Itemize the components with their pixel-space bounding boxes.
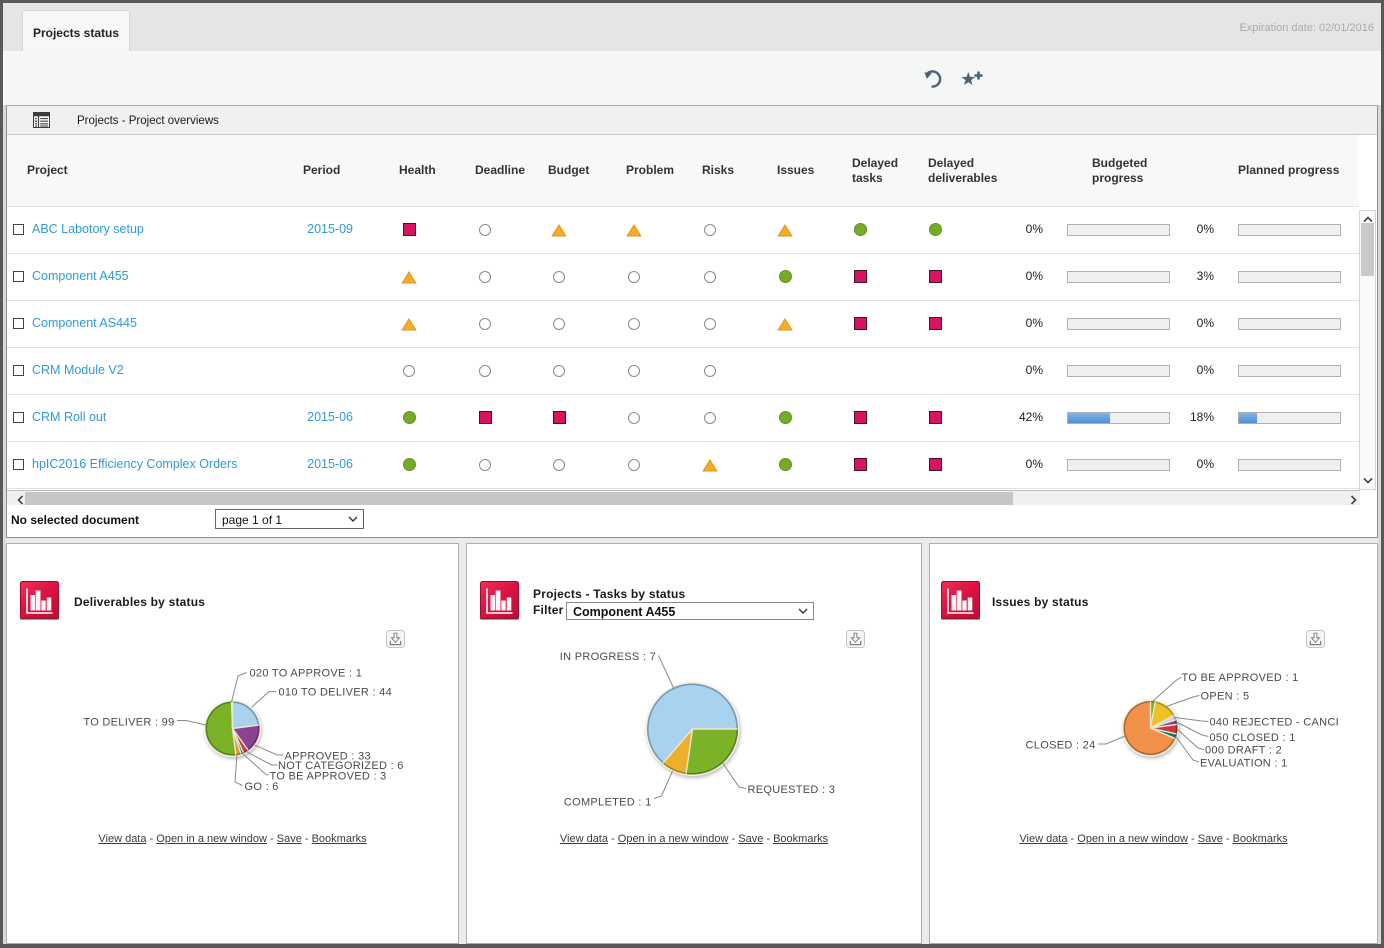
svg-text:020 TO APPROVE : 1: 020 TO APPROVE : 1 — [250, 668, 363, 680]
svg-text:OPEN : 5: OPEN : 5 — [1201, 691, 1250, 703]
svg-text:050 CLOSED : 1: 050 CLOSED : 1 — [1210, 732, 1296, 744]
svg-text:040 REJECTED - CANCI: 040 REJECTED - CANCI — [1210, 717, 1339, 729]
svg-text:TO BE APPROVED : 3: TO BE APPROVED : 3 — [270, 771, 387, 783]
svg-text:010 TO DELIVER : 44: 010 TO DELIVER : 44 — [279, 687, 393, 699]
svg-text:IN PROGRESS : 7: IN PROGRESS : 7 — [560, 651, 656, 663]
svg-text:TO BE APPROVED : 1: TO BE APPROVED : 1 — [1182, 672, 1299, 684]
svg-text:EVALUATION : 1: EVALUATION : 1 — [1200, 758, 1288, 770]
svg-text:COMPLETED : 1: COMPLETED : 1 — [564, 797, 652, 809]
svg-text:TO DELIVER : 99: TO DELIVER : 99 — [83, 717, 174, 729]
svg-text:GO : 6: GO : 6 — [245, 781, 279, 793]
svg-text:APPROVED : 33: APPROVED : 33 — [285, 751, 371, 763]
svg-text:CLOSED : 24: CLOSED : 24 — [1026, 740, 1096, 752]
svg-text:000 DRAFT : 2: 000 DRAFT : 2 — [1205, 745, 1282, 757]
svg-text:REQUESTED : 3: REQUESTED : 3 — [748, 784, 836, 796]
svg-text:NOT CATEGORIZED : 6: NOT CATEGORIZED : 6 — [278, 760, 404, 772]
